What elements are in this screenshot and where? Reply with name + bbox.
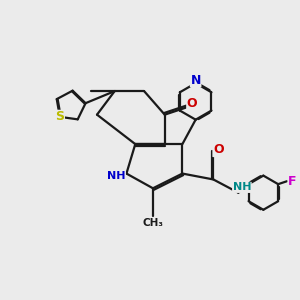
Text: N: N (190, 74, 201, 87)
Text: CH₃: CH₃ (142, 218, 164, 228)
Text: O: O (213, 143, 224, 157)
Text: NH: NH (107, 172, 125, 182)
Text: O: O (187, 97, 197, 110)
Text: NH: NH (232, 182, 251, 192)
Text: S: S (56, 110, 64, 123)
Text: F: F (288, 175, 296, 188)
